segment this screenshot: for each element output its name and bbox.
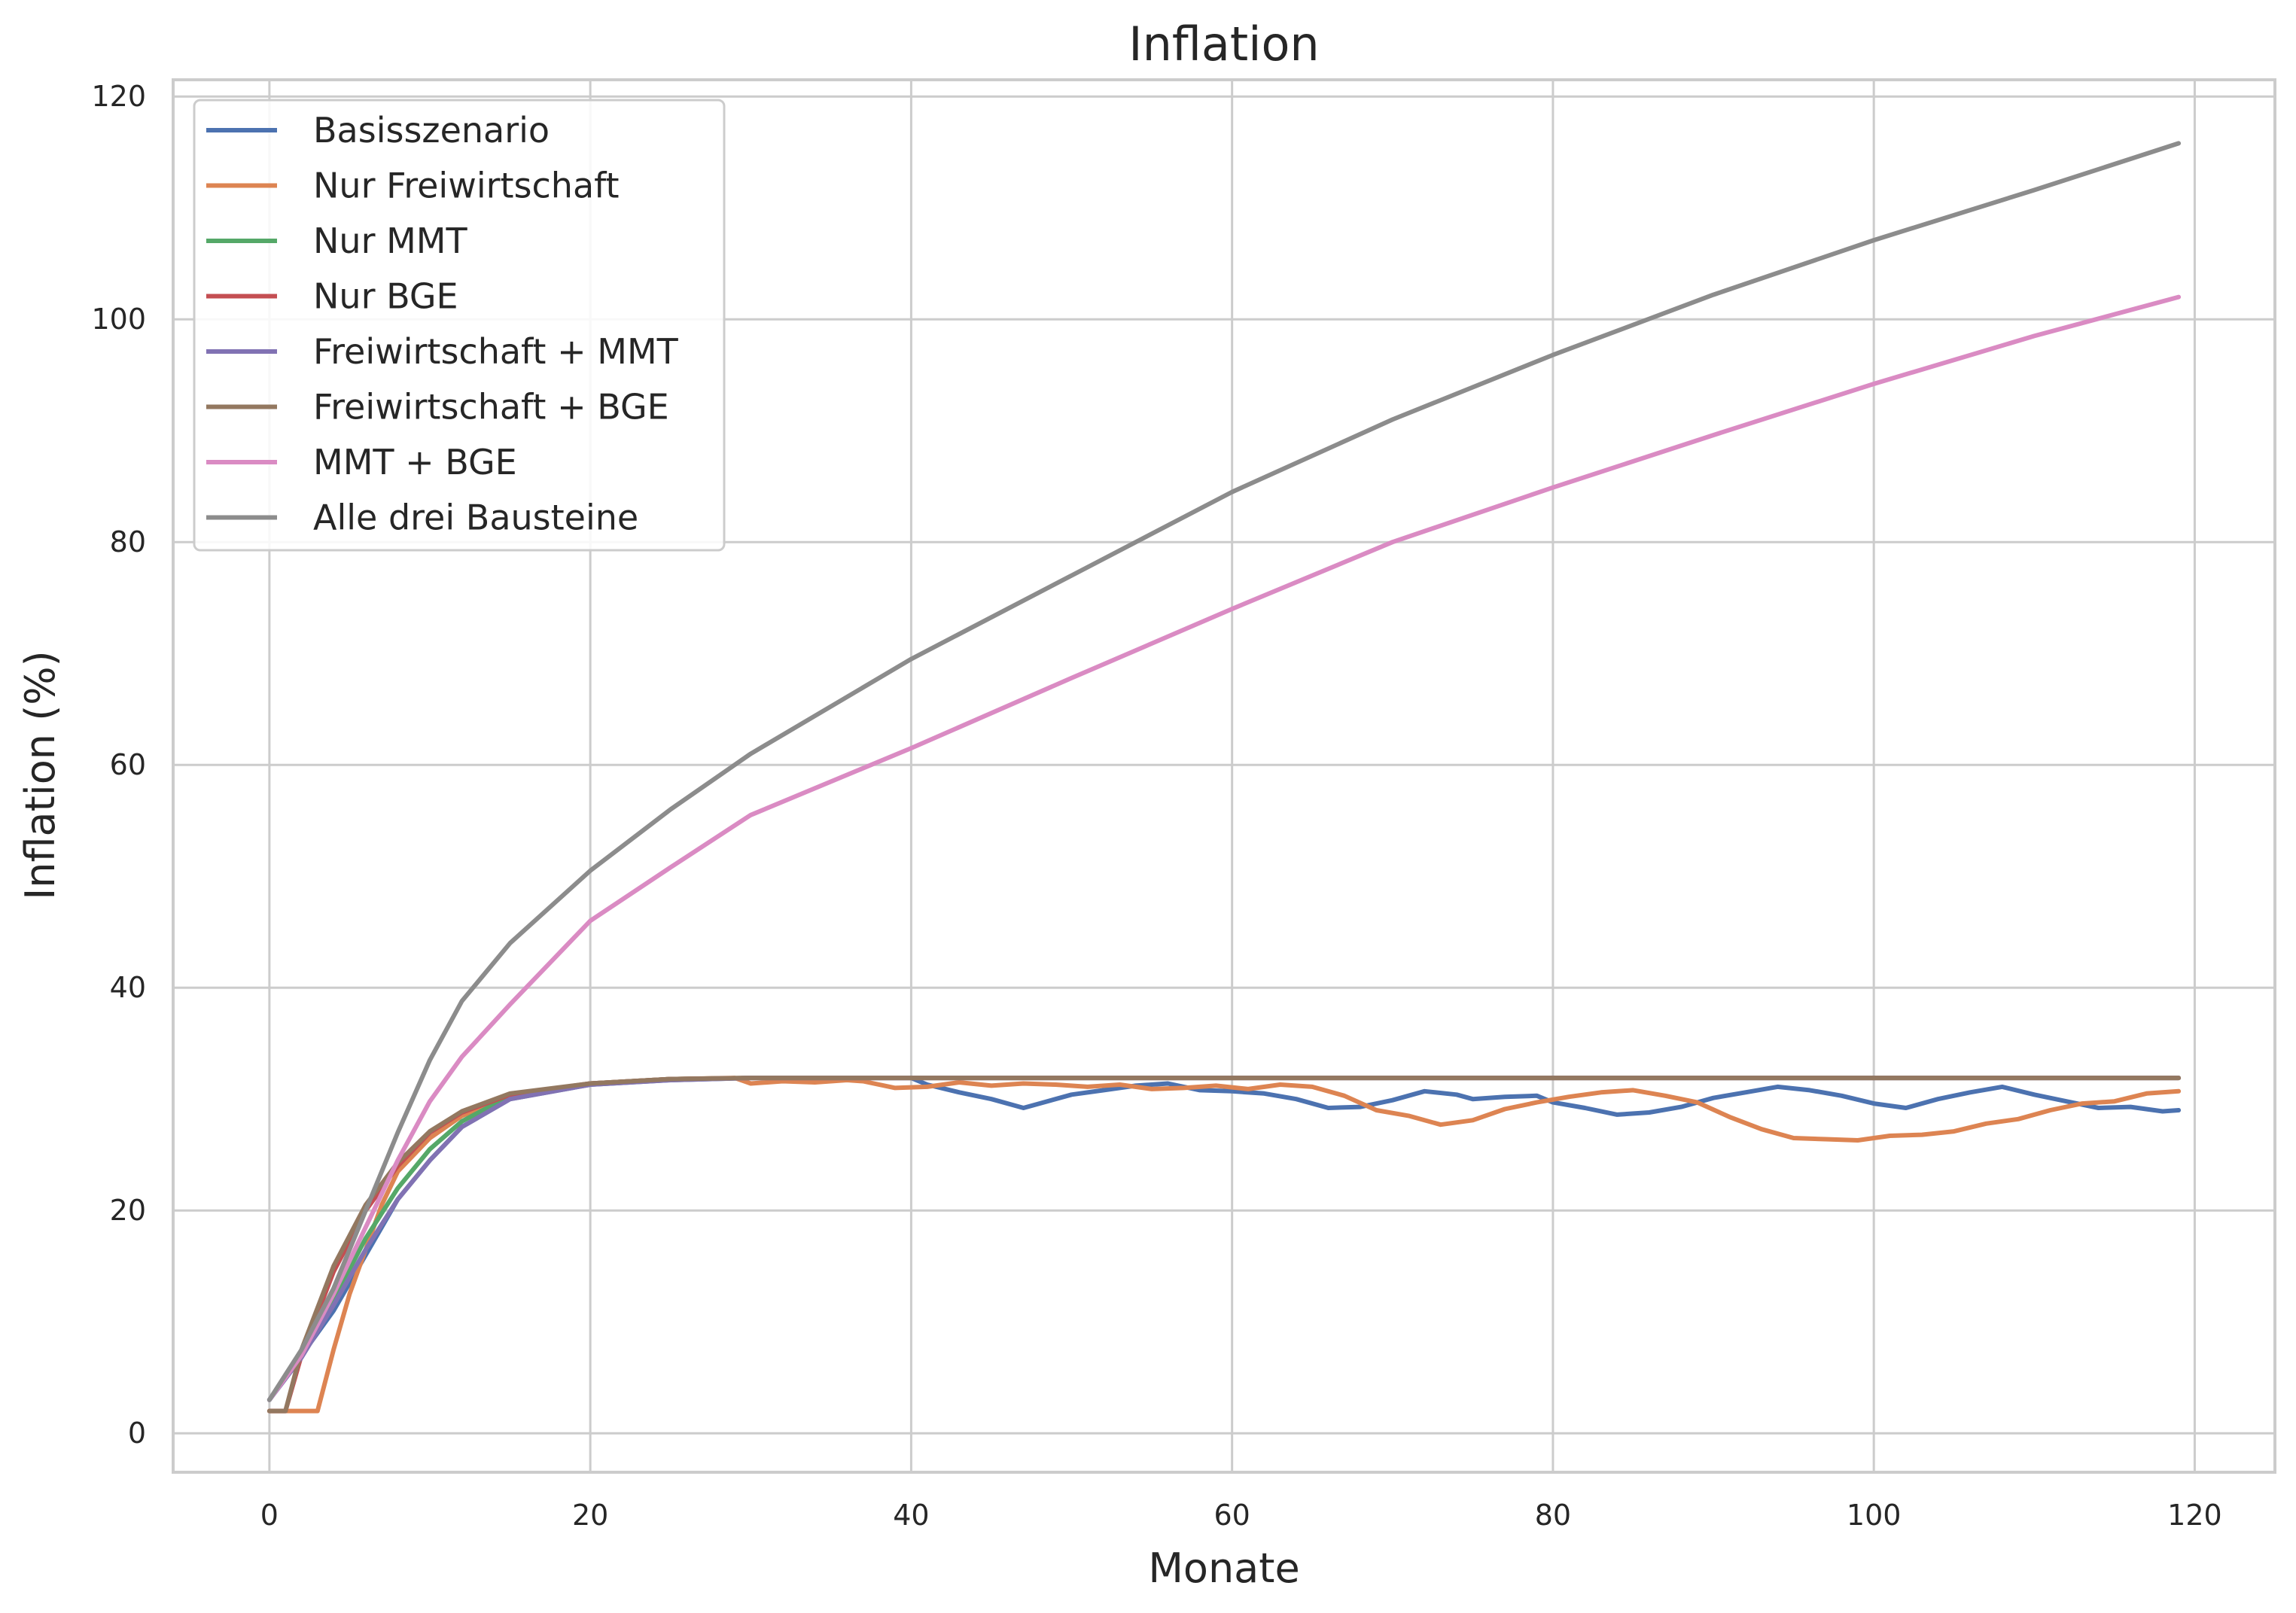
y-tick-label: 80 <box>110 525 146 558</box>
legend-frame <box>193 99 726 552</box>
x-tick-label: 20 <box>572 1499 608 1532</box>
legend-label: Freiwirtschaft + BGE <box>313 387 669 428</box>
legend: Basisszenario Nur Freiwirtschaft Nur MMT Nu… <box>193 99 726 552</box>
y-axis-ticks: 0 20 40 60 80 100 120 <box>91 80 146 1450</box>
x-tick-label: 120 <box>2167 1499 2222 1532</box>
legend-label: Nur Freiwirtschaft <box>313 166 620 206</box>
y-tick-label: 40 <box>110 971 146 1004</box>
y-tick-label: 60 <box>110 748 146 781</box>
x-tick-label: 0 <box>260 1499 279 1532</box>
y-tick-label: 100 <box>91 303 146 336</box>
legend-label: Basisszenario <box>313 110 550 151</box>
x-axis-ticks: 0 20 40 60 80 100 120 <box>260 1499 2222 1532</box>
series-line-alle-drei-bausteine <box>266 141 2182 1402</box>
y-tick-label: 20 <box>110 1194 146 1227</box>
series-line-mmt-bge <box>266 294 2182 1402</box>
y-axis-label: Inflation (%) <box>17 650 64 899</box>
legend-label: Freiwirtschaft + MMT <box>313 331 679 372</box>
x-tick-label: 60 <box>1213 1499 1250 1532</box>
grid-lines <box>173 80 2275 1472</box>
legend-label: Nur BGE <box>313 276 458 317</box>
legend-label: MMT + BGE <box>313 442 517 482</box>
chart-title: Inflation <box>1128 17 1319 72</box>
x-tick-label: 40 <box>893 1499 929 1532</box>
x-tick-label: 80 <box>1535 1499 1571 1532</box>
legend-label: Alle drei Bausteine <box>313 498 638 538</box>
y-tick-label: 120 <box>91 80 146 113</box>
x-tick-label: 100 <box>1847 1499 1902 1532</box>
series-lines <box>266 141 2182 1414</box>
legend-label: Nur MMT <box>313 221 467 261</box>
y-tick-label: 0 <box>128 1417 146 1450</box>
plot-area-frame <box>172 78 2276 1474</box>
x-axis-label: Monate <box>1148 1545 1299 1592</box>
